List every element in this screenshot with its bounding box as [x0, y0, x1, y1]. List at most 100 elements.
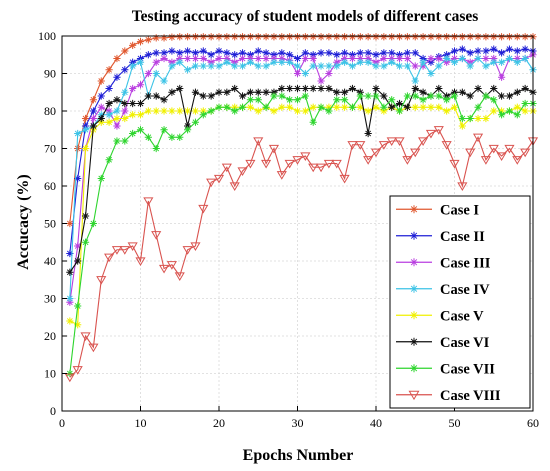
data-point — [301, 92, 309, 100]
data-point — [254, 54, 262, 63]
data-point — [66, 294, 74, 303]
data-point — [293, 62, 302, 70]
data-point — [89, 114, 97, 123]
data-point — [113, 122, 121, 130]
data-point — [498, 73, 506, 81]
data-point — [450, 92, 459, 100]
data-point — [425, 129, 437, 139]
data-point — [372, 51, 380, 59]
y-tick-label: 30 — [44, 292, 56, 306]
data-point — [278, 49, 286, 57]
legend-label: Case VIII — [440, 388, 501, 404]
data-point — [270, 107, 278, 115]
data-point — [450, 103, 459, 111]
data-point — [231, 51, 239, 59]
data-point — [341, 49, 349, 57]
data-point — [184, 54, 192, 63]
data-point — [490, 33, 498, 41]
data-point — [113, 73, 121, 81]
data-point — [380, 103, 388, 111]
data-point — [348, 54, 357, 63]
data-point — [498, 58, 506, 66]
data-point — [356, 54, 364, 63]
legend-swatch-marker — [410, 284, 418, 293]
data-point — [166, 261, 177, 270]
data-point — [238, 92, 247, 100]
data-point — [443, 96, 451, 104]
data-point — [215, 62, 223, 70]
data-point — [105, 66, 113, 74]
data-point — [301, 33, 309, 41]
data-point — [301, 54, 309, 63]
data-point — [403, 103, 411, 111]
data-point — [81, 144, 90, 153]
data-point — [521, 33, 529, 41]
data-point — [419, 96, 427, 104]
data-point — [325, 62, 333, 70]
data-point — [466, 33, 474, 41]
data-point — [136, 99, 145, 108]
data-point — [395, 54, 404, 63]
data-point — [176, 107, 184, 115]
data-point — [113, 96, 121, 104]
data-point — [168, 133, 176, 141]
data-point — [450, 58, 459, 66]
data-point — [395, 99, 404, 108]
data-point — [168, 33, 176, 41]
data-point — [474, 103, 482, 111]
data-point — [482, 62, 490, 70]
data-point — [363, 156, 374, 165]
data-point — [97, 92, 105, 100]
data-point — [207, 107, 215, 115]
data-point — [191, 118, 200, 126]
y-tick-label: 100 — [38, 29, 56, 43]
data-point — [191, 33, 200, 41]
tick-layer: 0 10 20 30 40 50 60 0 10 20 30 40 50 60 70 80 90 100 — [38, 29, 539, 430]
data-point — [213, 174, 225, 184]
data-point — [207, 33, 215, 41]
legend-swatch-marker — [410, 231, 418, 240]
data-point — [315, 163, 327, 173]
data-point — [254, 107, 262, 115]
data-point — [341, 58, 349, 66]
data-point — [323, 159, 334, 169]
x-tick-label: 0 — [59, 416, 65, 430]
series-case-vii — [66, 92, 537, 378]
legend-box — [389, 195, 531, 409]
data-point — [325, 33, 333, 41]
data-point — [105, 118, 113, 126]
data-point — [293, 54, 302, 63]
data-point — [364, 54, 372, 63]
data-point — [505, 54, 514, 63]
data-point — [270, 51, 278, 59]
data-point — [121, 99, 129, 108]
data-point — [443, 54, 451, 63]
data-point — [199, 92, 207, 100]
data-point — [66, 317, 74, 325]
data-point — [317, 62, 325, 70]
data-point — [262, 62, 270, 70]
data-point — [308, 163, 319, 173]
data-point — [364, 33, 372, 41]
data-point — [356, 33, 364, 41]
data-point — [129, 84, 137, 93]
data-point — [105, 99, 113, 108]
data-point — [513, 47, 521, 55]
data-point — [419, 88, 427, 96]
data-point — [119, 246, 130, 255]
data-point — [435, 62, 443, 70]
data-point — [443, 107, 451, 115]
data-point — [364, 92, 372, 100]
data-point — [488, 144, 499, 154]
data-point — [144, 92, 152, 100]
x-tick-label: 50 — [449, 416, 461, 430]
series-layer — [64, 33, 539, 383]
data-point — [284, 159, 295, 169]
data-point — [143, 197, 154, 206]
y-tick-label: 0 — [50, 404, 56, 418]
data-point — [81, 126, 90, 134]
data-point — [191, 62, 200, 70]
data-point — [168, 62, 176, 70]
data-point — [231, 107, 239, 115]
data-point — [246, 58, 254, 66]
